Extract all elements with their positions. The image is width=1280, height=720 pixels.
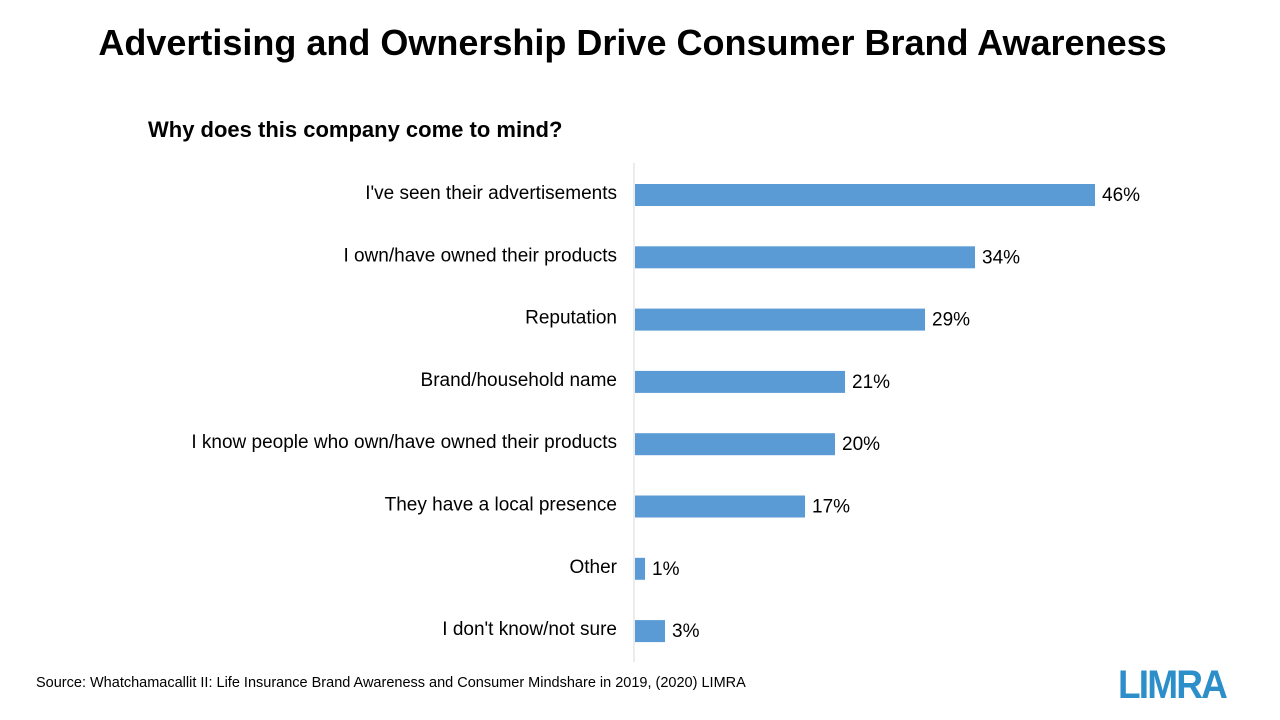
slide-title: Advertising and Ownership Drive Consumer… <box>98 22 1167 63</box>
category-label: I don't know/not sure <box>442 619 617 640</box>
source-note: Source: Whatchamacallit II: Life Insuran… <box>36 675 746 691</box>
data-label: 20% <box>842 434 880 455</box>
bar <box>635 433 835 456</box>
bar <box>635 495 805 518</box>
bar <box>635 370 845 393</box>
category-label: Brand/household name <box>421 370 617 391</box>
category-label: Other <box>569 557 617 578</box>
bar <box>635 184 1095 206</box>
bar <box>635 308 925 331</box>
data-label: 29% <box>932 310 970 331</box>
category-label: I know people who own/have owned their p… <box>191 432 617 453</box>
bar <box>635 620 665 643</box>
data-label: 1% <box>652 559 680 580</box>
bar <box>635 557 645 580</box>
category-label: I've seen their advertisements <box>365 183 617 204</box>
data-label: 46% <box>1102 185 1140 206</box>
category-label: Reputation <box>525 308 617 329</box>
data-label: 3% <box>672 621 700 642</box>
data-label: 17% <box>812 497 850 518</box>
category-label: They have a local presence <box>385 495 617 516</box>
limra-logo: LIMRA <box>1118 663 1229 702</box>
chart-title: Why does this company come to mind? <box>148 117 563 142</box>
bar <box>635 246 975 269</box>
data-label: 21% <box>852 372 890 393</box>
category-label: I own/have owned their products <box>343 245 617 266</box>
data-label: 34% <box>982 247 1020 268</box>
logo-text: LIMRA <box>1118 663 1227 702</box>
